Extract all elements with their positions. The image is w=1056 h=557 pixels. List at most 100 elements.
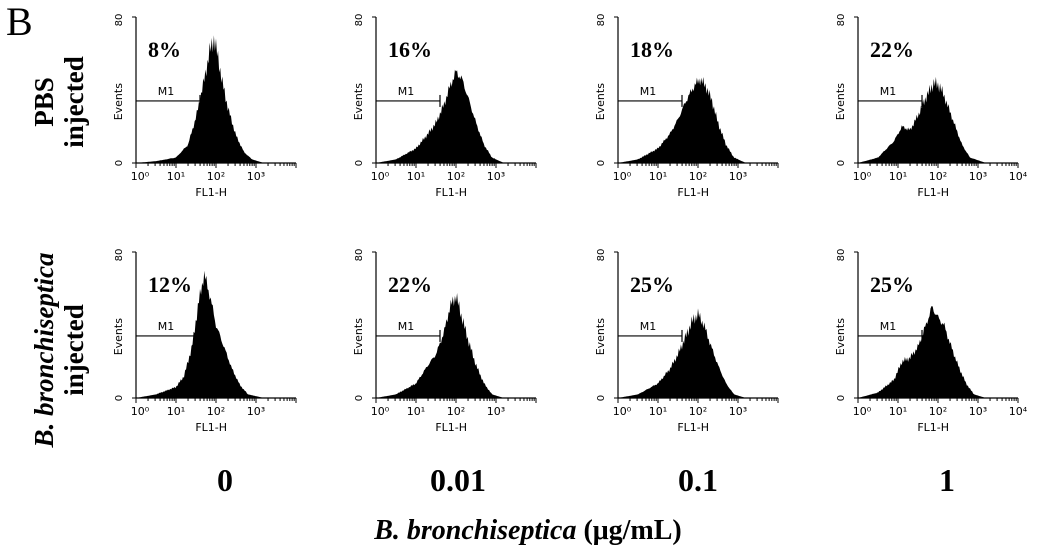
x-tick-label: 10⁰ [371, 170, 390, 183]
m1-marker-label: M1 [640, 85, 657, 98]
y-axis-label: Events [112, 318, 125, 356]
x-tick-label: 10¹ [167, 405, 185, 418]
y-tick-label: 0 [354, 160, 365, 166]
x-axis-label: FL1-H [917, 186, 949, 199]
y-tick-label: 0 [836, 160, 847, 166]
x-tick-label: 10³ [247, 170, 265, 183]
histogram-area [618, 77, 746, 163]
histogram-area [136, 35, 264, 163]
x-axis-title-species: B. bronchiseptica [374, 515, 577, 546]
x-tick-label: 10² [447, 405, 465, 418]
y-axis-label: Events [834, 318, 847, 356]
x-tick-label: 10¹ [889, 405, 907, 418]
y-axis-label: Events [352, 318, 365, 356]
y-tick-label: 0 [354, 395, 365, 401]
x-tick-label: 10⁰ [371, 405, 390, 418]
x-tick-label: 10⁰ [853, 170, 872, 183]
histogram-panel-8: 10⁰ 10¹ 10² 10³ 10⁴ 0 80 Events FL1-H M1 25% [834, 249, 1028, 434]
x-tick-label: 10⁰ [613, 170, 632, 183]
panel-letter: B [6, 0, 33, 44]
x-tick-label: 10¹ [649, 170, 667, 183]
percent-label: 16% [388, 37, 432, 62]
histogram-panel-5: 10⁰ 10¹ 10² 10³ 0 80 Events FL1-H M1 12% [112, 249, 297, 434]
histogram-panel-2: 10⁰ 10¹ 10² 10³ 0 80 Events FL1-H M1 16% [352, 14, 537, 199]
y-tick-label: 80 [114, 14, 125, 27]
column-label-0-01: 0.01 [430, 462, 486, 498]
m1-marker-label: M1 [640, 320, 657, 333]
x-axis-label: FL1-H [677, 421, 709, 434]
percent-label: 22% [870, 37, 914, 62]
x-tick-label: 10⁴ [1009, 170, 1028, 183]
histogram-area [618, 308, 746, 398]
percent-label: 22% [388, 272, 432, 297]
m1-marker-label: M1 [398, 320, 415, 333]
x-axis-label: FL1-H [195, 186, 227, 199]
percent-label: 18% [630, 37, 674, 62]
y-tick-label: 80 [596, 14, 607, 27]
y-tick-label: 80 [114, 249, 125, 262]
histogram-area [376, 69, 504, 163]
x-tick-label: 10² [689, 405, 707, 418]
histogram-panel-1: 10⁰ 10¹ 10² 10³ 0 80 Events FL1-H M1 8% [112, 14, 297, 199]
x-tick-label: 10¹ [889, 170, 907, 183]
x-tick-label: 10² [929, 405, 947, 418]
x-axis-label: FL1-H [435, 421, 467, 434]
y-tick-label: 80 [836, 14, 847, 27]
x-tick-label: 10³ [487, 170, 505, 183]
column-label-0-1: 0.1 [678, 462, 718, 498]
x-tick-label: 10³ [729, 170, 747, 183]
percent-label: 25% [630, 272, 674, 297]
y-tick-label: 80 [836, 249, 847, 262]
histogram-panel-7: 10⁰ 10¹ 10² 10³ 0 80 Events FL1-H M1 25% [594, 249, 779, 434]
x-tick-label: 10² [207, 405, 225, 418]
x-axis-label: FL1-H [435, 186, 467, 199]
m1-marker-label: M1 [158, 85, 175, 98]
histogram-panel-6: 10⁰ 10¹ 10² 10³ 0 80 Events FL1-H M1 22% [352, 249, 537, 434]
histogram-panel-4: 10⁰ 10¹ 10² 10³ 10⁴ 0 80 Events FL1-H M1 22% [834, 14, 1028, 199]
column-label-0: 0 [217, 462, 233, 498]
x-axis-label: FL1-H [195, 421, 227, 434]
histogram-area [858, 306, 986, 398]
y-axis-label: Events [594, 318, 607, 356]
x-tick-label: 10¹ [649, 405, 667, 418]
x-tick-label: 10⁰ [853, 405, 872, 418]
y-tick-label: 0 [114, 160, 125, 166]
percent-label: 12% [148, 272, 192, 297]
x-tick-label: 10⁰ [131, 405, 150, 418]
x-tick-label: 10³ [729, 405, 747, 418]
x-tick-label: 10⁴ [1009, 405, 1028, 418]
y-axis-label: Events [594, 83, 607, 121]
y-tick-label: 0 [836, 395, 847, 401]
x-tick-label: 10² [689, 170, 707, 183]
x-tick-label: 10¹ [407, 170, 425, 183]
x-tick-label: 10² [929, 170, 947, 183]
y-tick-label: 0 [114, 395, 125, 401]
x-tick-label: 10³ [969, 405, 987, 418]
column-label-1: 1 [939, 462, 955, 498]
histogram-area [376, 293, 504, 398]
x-tick-label: 10² [207, 170, 225, 183]
x-tick-label: 10³ [247, 405, 265, 418]
x-tick-label: 10³ [487, 405, 505, 418]
percent-label: 8% [148, 37, 181, 62]
x-tick-label: 10¹ [407, 405, 425, 418]
y-tick-label: 80 [354, 14, 365, 27]
x-tick-label: 10² [447, 170, 465, 183]
m1-marker-label: M1 [398, 85, 415, 98]
x-axis-title-unit: (μg/mL) [576, 515, 682, 546]
x-tick-label: 10³ [969, 170, 987, 183]
percent-label: 25% [870, 272, 914, 297]
x-tick-label: 10¹ [167, 170, 185, 183]
histogram-panel-3: 10⁰ 10¹ 10² 10³ 0 80 Events FL1-H M1 18% [594, 14, 779, 199]
y-axis-label: Events [352, 83, 365, 121]
x-tick-label: 10⁰ [613, 405, 632, 418]
x-axis-label: FL1-H [677, 186, 709, 199]
y-tick-label: 0 [596, 160, 607, 166]
m1-marker-label: M1 [880, 85, 897, 98]
histogram-area [858, 76, 986, 163]
m1-marker-label: M1 [880, 320, 897, 333]
y-axis-label: Events [112, 83, 125, 121]
y-tick-label: 0 [596, 395, 607, 401]
